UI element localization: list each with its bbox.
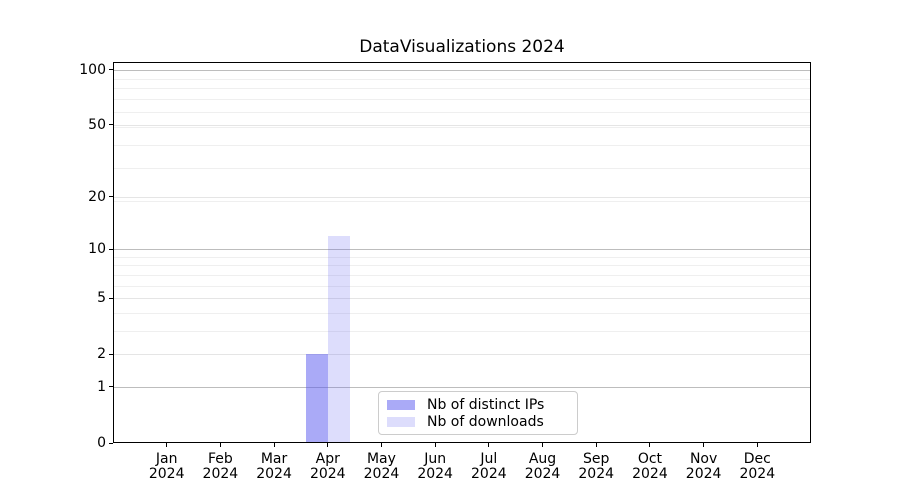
x-tick-label: Apr 2024 bbox=[296, 452, 360, 482]
major-gridline bbox=[114, 386, 810, 388]
minor-gridline bbox=[114, 330, 810, 332]
y-tick bbox=[109, 297, 113, 299]
major-gridline bbox=[114, 354, 810, 356]
legend-swatch-icon bbox=[387, 416, 415, 427]
x-tick-year: 2024 bbox=[417, 466, 453, 482]
y-tick bbox=[109, 386, 113, 388]
x-tick-month: Mar bbox=[260, 451, 288, 467]
y-tick bbox=[109, 353, 113, 355]
minor-gridline bbox=[114, 144, 810, 146]
x-tick-year: 2024 bbox=[524, 466, 561, 482]
minor-gridline bbox=[114, 265, 810, 267]
minor-gridline bbox=[114, 312, 810, 314]
x-tick bbox=[273, 443, 275, 447]
x-tick bbox=[380, 443, 382, 447]
x-tick bbox=[434, 443, 436, 447]
x-tick-month: Apr bbox=[315, 451, 340, 467]
x-tick bbox=[166, 443, 168, 447]
plot-area bbox=[113, 62, 811, 443]
y-tick bbox=[109, 124, 113, 126]
x-tick-year: 2024 bbox=[256, 466, 292, 482]
x-tick-label: May 2024 bbox=[349, 452, 413, 482]
y-tick bbox=[109, 248, 113, 250]
y-tick-label: 100 bbox=[79, 61, 106, 78]
x-tick-month: May bbox=[366, 451, 396, 467]
legend-entry: Nb of distinct IPs bbox=[387, 397, 569, 413]
x-tick-month: Jun bbox=[424, 451, 447, 467]
major-gridline bbox=[114, 298, 810, 300]
x-tick bbox=[703, 443, 705, 447]
major-gridline bbox=[114, 124, 810, 126]
x-tick bbox=[595, 443, 597, 447]
x-tick-month: Jan bbox=[155, 451, 178, 467]
x-tick-month: Jul bbox=[480, 451, 498, 467]
legend-entry: Nb of downloads bbox=[387, 414, 569, 430]
x-tick-year: 2024 bbox=[632, 466, 668, 482]
minor-gridline bbox=[114, 88, 810, 90]
x-tick-label: Jun 2024 bbox=[403, 452, 467, 482]
chart-title: DataVisualizations 2024 bbox=[359, 37, 565, 57]
x-tick bbox=[488, 443, 490, 447]
y-tick-label: 0 bbox=[97, 435, 106, 451]
minor-gridline bbox=[114, 167, 810, 169]
x-tick-year: 2024 bbox=[578, 466, 615, 482]
x-tick-year: 2024 bbox=[148, 466, 185, 482]
x-tick-month: Oct bbox=[637, 451, 663, 467]
x-tick-label: Oct 2024 bbox=[618, 452, 682, 482]
minor-gridline bbox=[114, 285, 810, 287]
major-gridline bbox=[114, 249, 810, 250]
y-tick-label: 50 bbox=[88, 116, 106, 133]
x-tick-label: Dec 2024 bbox=[725, 452, 789, 482]
major-gridline bbox=[114, 69, 810, 71]
y-tick bbox=[109, 196, 113, 198]
x-tick-month: Aug bbox=[528, 451, 557, 467]
minor-gridline bbox=[114, 126, 810, 128]
x-tick bbox=[542, 443, 544, 447]
y-tick bbox=[109, 69, 113, 71]
x-tick bbox=[756, 443, 758, 447]
y-tick-label: 10 bbox=[88, 241, 106, 257]
bar-nb-of-distinct-ips-apr bbox=[305, 354, 328, 442]
legend-label: Nb of downloads bbox=[427, 413, 544, 430]
legend-label: Nb of distinct IPs bbox=[427, 396, 545, 413]
y-tick-label: 5 bbox=[97, 290, 106, 307]
minor-gridline bbox=[114, 78, 810, 80]
minor-gridline bbox=[114, 274, 810, 276]
x-tick bbox=[649, 443, 651, 447]
x-tick-label: Nov 2024 bbox=[672, 452, 736, 482]
minor-gridline bbox=[114, 99, 810, 101]
x-tick-label: Aug 2024 bbox=[511, 452, 575, 482]
major-gridline bbox=[114, 196, 810, 198]
x-tick-label: Sep 2024 bbox=[564, 452, 628, 482]
y-tick-label: 2 bbox=[97, 346, 106, 363]
minor-gridline bbox=[114, 111, 810, 113]
y-tick bbox=[109, 442, 113, 444]
x-tick bbox=[327, 443, 329, 447]
x-tick-month: Nov bbox=[689, 451, 718, 467]
minor-gridline bbox=[114, 256, 810, 258]
y-tick-label: 1 bbox=[97, 378, 106, 395]
x-tick-year: 2024 bbox=[309, 466, 346, 482]
bar-nb-of-downloads-apr bbox=[327, 235, 350, 442]
x-tick-year: 2024 bbox=[202, 466, 239, 482]
x-tick-month: Sep bbox=[583, 451, 610, 467]
x-tick-month: Dec bbox=[743, 451, 771, 467]
x-tick-year: 2024 bbox=[363, 466, 400, 482]
x-tick-year: 2024 bbox=[685, 466, 722, 482]
x-tick-label: Jan 2024 bbox=[135, 452, 199, 482]
x-tick-year: 2024 bbox=[739, 466, 776, 482]
x-tick bbox=[219, 443, 221, 447]
legend: Nb of distinct IPs Nb of downloads bbox=[378, 391, 578, 435]
x-tick-month: Feb bbox=[207, 451, 233, 467]
x-tick-label: Feb 2024 bbox=[188, 452, 252, 482]
legend-swatch-icon bbox=[387, 399, 415, 410]
x-tick-label: Jul 2024 bbox=[457, 452, 521, 482]
y-tick-label: 20 bbox=[88, 188, 106, 205]
minor-gridline bbox=[114, 200, 810, 202]
x-tick-year: 2024 bbox=[471, 466, 507, 482]
x-tick-label: Mar 2024 bbox=[242, 452, 306, 482]
